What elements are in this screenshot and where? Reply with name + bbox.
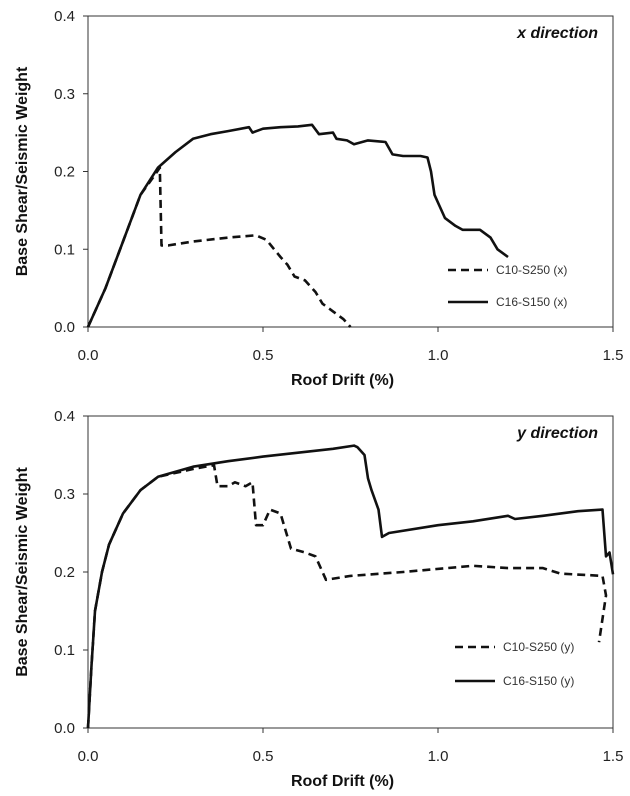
- legend-label: C16-S150 (x): [496, 295, 567, 309]
- y-tick-label: 0.4: [54, 8, 75, 25]
- x-tick-label: 0.0: [78, 748, 99, 765]
- x-tick-label: 1.0: [428, 748, 449, 765]
- y-tick-label: 0.3: [54, 86, 75, 103]
- y-axis-title: Base Shear/Seismic Weight: [14, 66, 31, 276]
- y-tick-label: 0.1: [54, 642, 75, 659]
- series-line-c10-s250-y-: [86, 463, 608, 729]
- y-tick-label: 0.2: [54, 164, 75, 181]
- x-tick-label: 1.5: [603, 748, 624, 765]
- series-line-c16-s150-x-: [86, 123, 509, 328]
- chart-panel-1: 0.0 0.1 0.2 0.3 0.4 0.0 0.5 1.0 1.5 Roof Drift (%…: [14, 8, 623, 389]
- y-tick-label: 0.4: [54, 408, 75, 425]
- legend: C10-S250 (y) C16-S150 (y): [455, 640, 574, 688]
- y-tick-label: 0.0: [54, 319, 75, 336]
- y-tick-label: 0.1: [54, 241, 75, 258]
- x-tick-label: 1.5: [603, 347, 624, 364]
- series-line-c16-s150-y-: [86, 444, 615, 729]
- legend-label: C10-S250 (y): [503, 640, 574, 654]
- x-tick-label: 0.5: [253, 748, 274, 765]
- y-axis-title: Base Shear/Seismic Weight: [14, 467, 31, 677]
- x-tick-label: 0.5: [253, 347, 274, 364]
- direction-label: x direction: [516, 25, 598, 42]
- y-tick-label: 0.0: [54, 720, 75, 737]
- x-tick-label: 1.0: [428, 347, 449, 364]
- y-tick-label: 0.3: [54, 486, 75, 503]
- x-axis-title: Roof Drift (%): [291, 372, 394, 389]
- plot-frame: [87, 15, 614, 328]
- legend-label: C16-S150 (y): [503, 674, 574, 688]
- legend: C10-S250 (x) C16-S150 (x): [448, 263, 567, 309]
- y-tick-label: 0.2: [54, 564, 75, 581]
- x-axis-title: Roof Drift (%): [291, 773, 394, 790]
- chart-panel-2: 0.0 0.1 0.2 0.3 0.4 0.0 0.5 1.0 1.5 Roof Drift (%…: [14, 408, 623, 790]
- legend-label: C10-S250 (x): [496, 263, 567, 277]
- direction-label: y direction: [516, 425, 598, 442]
- x-tick-label: 0.0: [78, 347, 99, 364]
- series-line-c10-s250-x-: [86, 166, 352, 328]
